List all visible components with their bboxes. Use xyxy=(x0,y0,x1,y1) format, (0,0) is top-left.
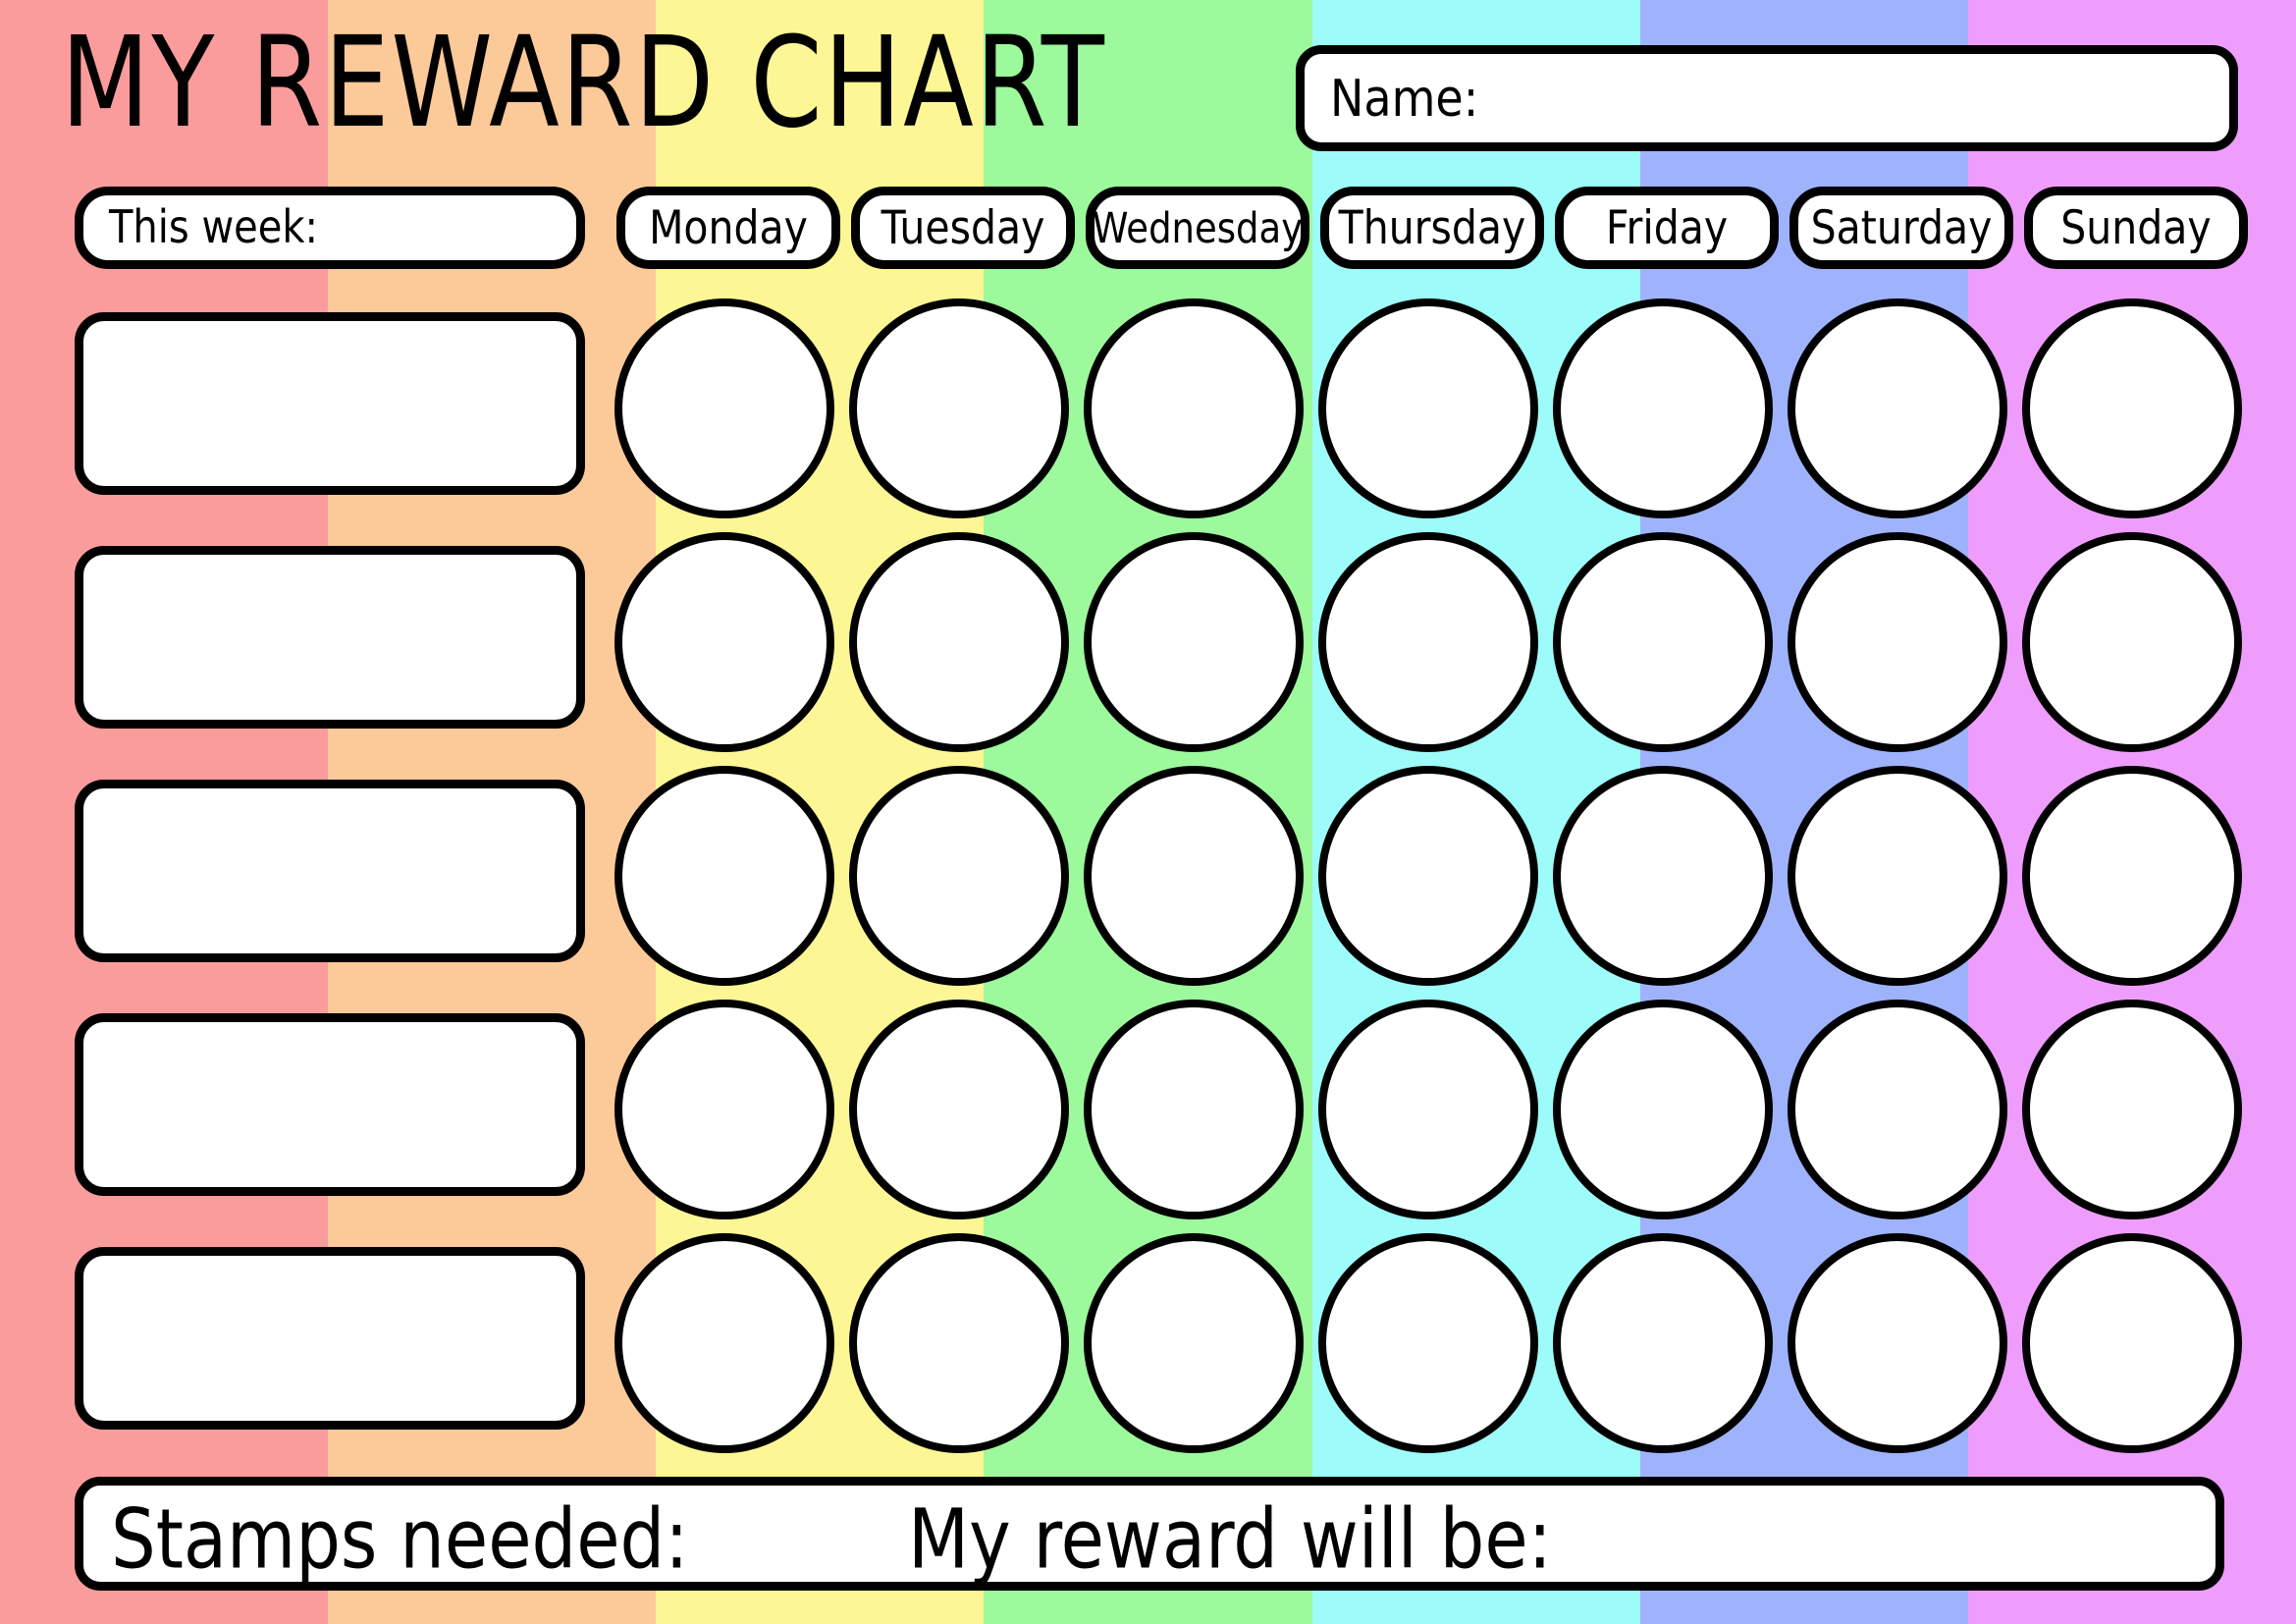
task-row xyxy=(0,996,2296,1229)
day-header-friday[interactable]: Friday xyxy=(1555,187,1779,269)
stamp-circle[interactable] xyxy=(1788,1233,2007,1453)
chart-header: MY REWARD CHART Name: xyxy=(0,0,2296,179)
stamp-circle[interactable] xyxy=(1318,532,1538,752)
day-header-label: Monday xyxy=(649,200,808,255)
stamp-circle[interactable] xyxy=(1553,532,1773,752)
stamp-circle[interactable] xyxy=(614,1233,834,1453)
this-week-label: This week: xyxy=(109,201,319,254)
stamp-circle[interactable] xyxy=(849,1233,1069,1453)
stamp-circle[interactable] xyxy=(1084,298,1304,518)
name-label: Name: xyxy=(1330,68,1479,129)
stamp-circle[interactable] xyxy=(1788,1000,2007,1219)
day-header-thursday[interactable]: Thursday xyxy=(1320,187,1544,269)
day-header-saturday[interactable]: Saturday xyxy=(1789,187,2013,269)
stamp-circle[interactable] xyxy=(1553,298,1773,518)
stamp-circle[interactable] xyxy=(849,766,1069,986)
stamp-circle[interactable] xyxy=(1084,1000,1304,1219)
stamp-circle[interactable] xyxy=(1553,1000,1773,1219)
task-row xyxy=(0,295,2296,528)
stamp-circle[interactable] xyxy=(1318,1233,1538,1453)
page-title: MY REWARD CHART xyxy=(61,11,1106,156)
stamp-circle[interactable] xyxy=(2022,1000,2242,1219)
stamp-circle[interactable] xyxy=(1318,766,1538,986)
stamps-needed-label: Stamps needed: xyxy=(111,1491,689,1588)
stamp-circle[interactable] xyxy=(849,298,1069,518)
my-reward-label: My reward will be: xyxy=(908,1491,1552,1588)
task-row xyxy=(0,1229,2296,1463)
day-header-wednesday[interactable]: Wednesday xyxy=(1086,187,1309,269)
task-input-box[interactable] xyxy=(75,1013,585,1196)
stamp-circle[interactable] xyxy=(614,1000,834,1219)
day-header-label: Sunday xyxy=(2060,200,2212,255)
day-header-label: Wednesday xyxy=(1092,203,1304,252)
day-header-label: Saturday xyxy=(1810,200,1993,255)
task-input-box[interactable] xyxy=(75,312,585,495)
stamp-circle[interactable] xyxy=(2022,1233,2242,1453)
this-week-pill[interactable]: This week: xyxy=(75,187,585,269)
day-header-monday[interactable]: Monday xyxy=(616,187,840,269)
day-header-label: Friday xyxy=(1605,200,1729,255)
name-field[interactable]: Name: xyxy=(1296,45,2238,151)
stamp-circle[interactable] xyxy=(1788,532,2007,752)
stamp-circle[interactable] xyxy=(1318,1000,1538,1219)
task-input-box[interactable] xyxy=(75,546,585,729)
stamp-circle[interactable] xyxy=(614,298,834,518)
task-input-box[interactable] xyxy=(75,780,585,962)
stamp-circle[interactable] xyxy=(614,766,834,986)
stamp-circle[interactable] xyxy=(1084,532,1304,752)
stamp-circle[interactable] xyxy=(1084,1233,1304,1453)
stamp-circle[interactable] xyxy=(849,1000,1069,1219)
task-row xyxy=(0,762,2296,996)
stamp-circle[interactable] xyxy=(2022,766,2242,986)
day-header-label: Thursday xyxy=(1338,200,1526,255)
stamp-circle[interactable] xyxy=(849,532,1069,752)
stamp-circle[interactable] xyxy=(1553,1233,1773,1453)
stamp-circle[interactable] xyxy=(1553,766,1773,986)
task-input-box[interactable] xyxy=(75,1247,585,1430)
stamp-circle[interactable] xyxy=(1084,766,1304,986)
day-header-tuesday[interactable]: Tuesday xyxy=(851,187,1075,269)
stamp-circle[interactable] xyxy=(2022,532,2242,752)
stamp-circle[interactable] xyxy=(2022,298,2242,518)
stamp-circle[interactable] xyxy=(1788,766,2007,986)
stamp-circle[interactable] xyxy=(614,532,834,752)
day-header-label: Tuesday xyxy=(881,200,1045,255)
column-header-row: This week: Monday Tuesday Wednesday Thursda… xyxy=(0,187,2296,269)
day-header-sunday[interactable]: Sunday xyxy=(2024,187,2248,269)
stamp-circle[interactable] xyxy=(1318,298,1538,518)
footer-bar[interactable]: Stamps needed: My reward will be: xyxy=(75,1477,2224,1591)
stamp-circle[interactable] xyxy=(1788,298,2007,518)
stamp-grid xyxy=(0,295,2296,1463)
task-row xyxy=(0,528,2296,762)
